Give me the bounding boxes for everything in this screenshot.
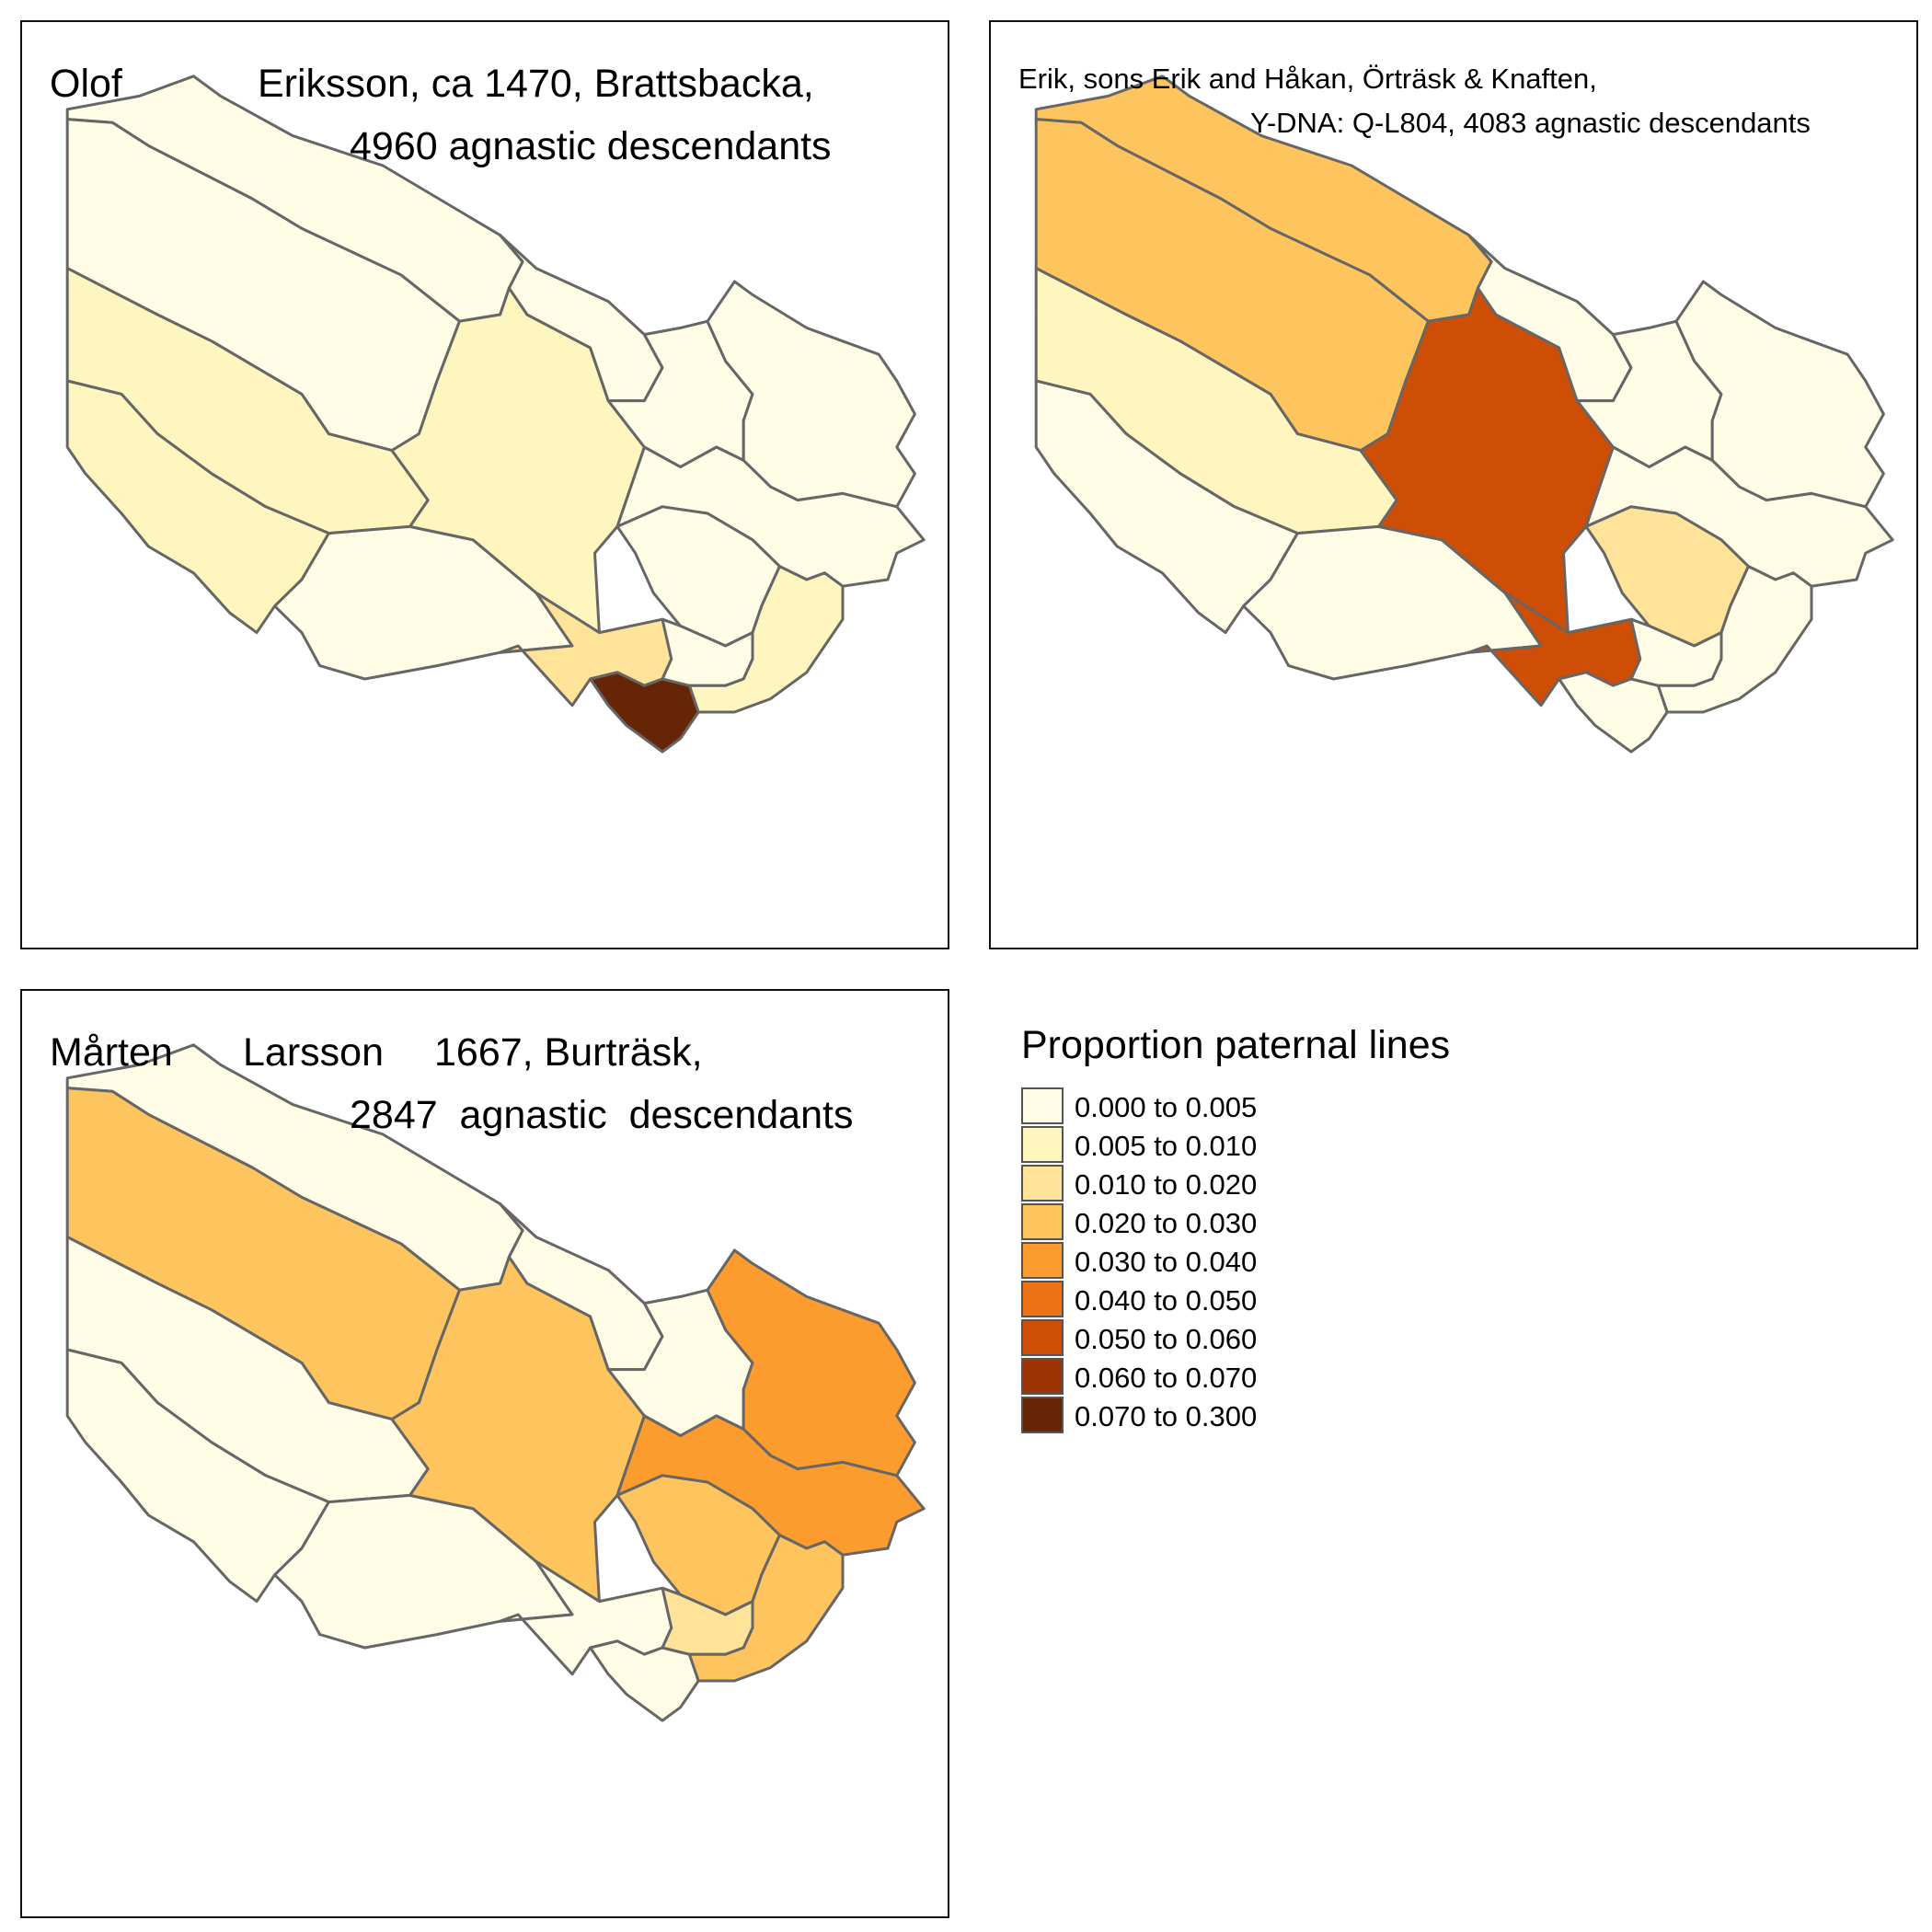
legend-label: 0.050 to 0.060	[1075, 1323, 1258, 1355]
legend-item: 0.060 to 0.070	[1021, 1358, 1463, 1397]
legend-item: 0.040 to 0.050	[1021, 1281, 1463, 1319]
legend-swatch	[1021, 1397, 1064, 1433]
panel-title-line1: Eriksson, ca 1470, Brattsbacka,	[258, 62, 814, 106]
municipality-region	[1558, 671, 1669, 753]
map-svg	[65, 75, 926, 753]
municipality-region	[687, 1534, 845, 1683]
municipality-region	[1656, 565, 1813, 714]
legend-label: 0.060 to 0.070	[1075, 1362, 1258, 1394]
panel-title-line2: 2847 agnastic descendants	[350, 1093, 854, 1137]
municipality-region	[687, 565, 845, 714]
legend-swatch	[1021, 1165, 1064, 1202]
legend-item: 0.070 to 0.300	[1021, 1397, 1463, 1435]
panel-title-surname: Larsson	[243, 1030, 384, 1075]
panel-title-name: Olof	[50, 62, 122, 106]
municipality-region	[706, 280, 916, 509]
map-svg	[65, 1043, 926, 1722]
legend-item: 0.005 to 0.010	[1021, 1126, 1463, 1165]
legend-label: 0.005 to 0.010	[1075, 1130, 1258, 1162]
legend-swatch	[1021, 1242, 1064, 1279]
municipality-region	[589, 671, 700, 753]
map-panel-erik: Erik, sons Erik and Håkan, Örträsk & Kna…	[989, 20, 1918, 949]
panel-title-line2: 4960 agnastic descendants	[350, 124, 832, 168]
legend-item: 0.020 to 0.030	[1021, 1203, 1463, 1242]
panel-title-line1: 1667, Burträsk,	[434, 1030, 703, 1075]
panel-title-name: Mårten	[50, 1030, 173, 1075]
panel-title-line2: Y-DNA: Q-L804, 4083 agnastic descendants	[1250, 107, 1811, 139]
legend-label: 0.070 to 0.300	[1075, 1400, 1258, 1432]
legend-item: 0.010 to 0.020	[1021, 1165, 1463, 1203]
legend-item: 0.000 to 0.005	[1021, 1087, 1463, 1126]
legend-label: 0.040 to 0.050	[1075, 1284, 1258, 1317]
municipality-region	[65, 379, 330, 635]
legend: Proportion paternal lines 0.000 to 0.005…	[1021, 1023, 1481, 1465]
legend-swatch	[1021, 1126, 1064, 1163]
legend-item: 0.050 to 0.060	[1021, 1319, 1463, 1358]
map-svg	[1034, 75, 1894, 753]
legend-swatch	[1021, 1319, 1064, 1356]
municipality-region	[1674, 280, 1885, 509]
map-panel-olof: Olof Eriksson, ca 1470, Brattsbacka, 496…	[20, 20, 949, 949]
legend-label: 0.000 to 0.005	[1075, 1091, 1258, 1123]
legend-swatch	[1021, 1087, 1064, 1124]
legend-label: 0.020 to 0.030	[1075, 1207, 1258, 1239]
municipality-region	[65, 1348, 330, 1604]
legend-label: 0.010 to 0.020	[1075, 1168, 1258, 1201]
panel-title-line1: Erik, sons Erik and Håkan, Örträsk & Kna…	[1018, 63, 1597, 95]
legend-title: Proportion paternal lines	[1021, 1023, 1451, 1067]
legend-swatch	[1021, 1358, 1064, 1395]
legend-item: 0.030 to 0.040	[1021, 1242, 1463, 1281]
legend-swatch	[1021, 1203, 1064, 1240]
legend-label: 0.030 to 0.040	[1075, 1246, 1258, 1278]
map-panel-marten: Mårten Larsson 1667, Burträsk, 2847 agna…	[20, 989, 949, 1918]
municipality-region	[1034, 379, 1299, 635]
legend-swatch	[1021, 1281, 1064, 1317]
municipality-region	[589, 1639, 700, 1722]
municipality-region	[706, 1248, 916, 1478]
